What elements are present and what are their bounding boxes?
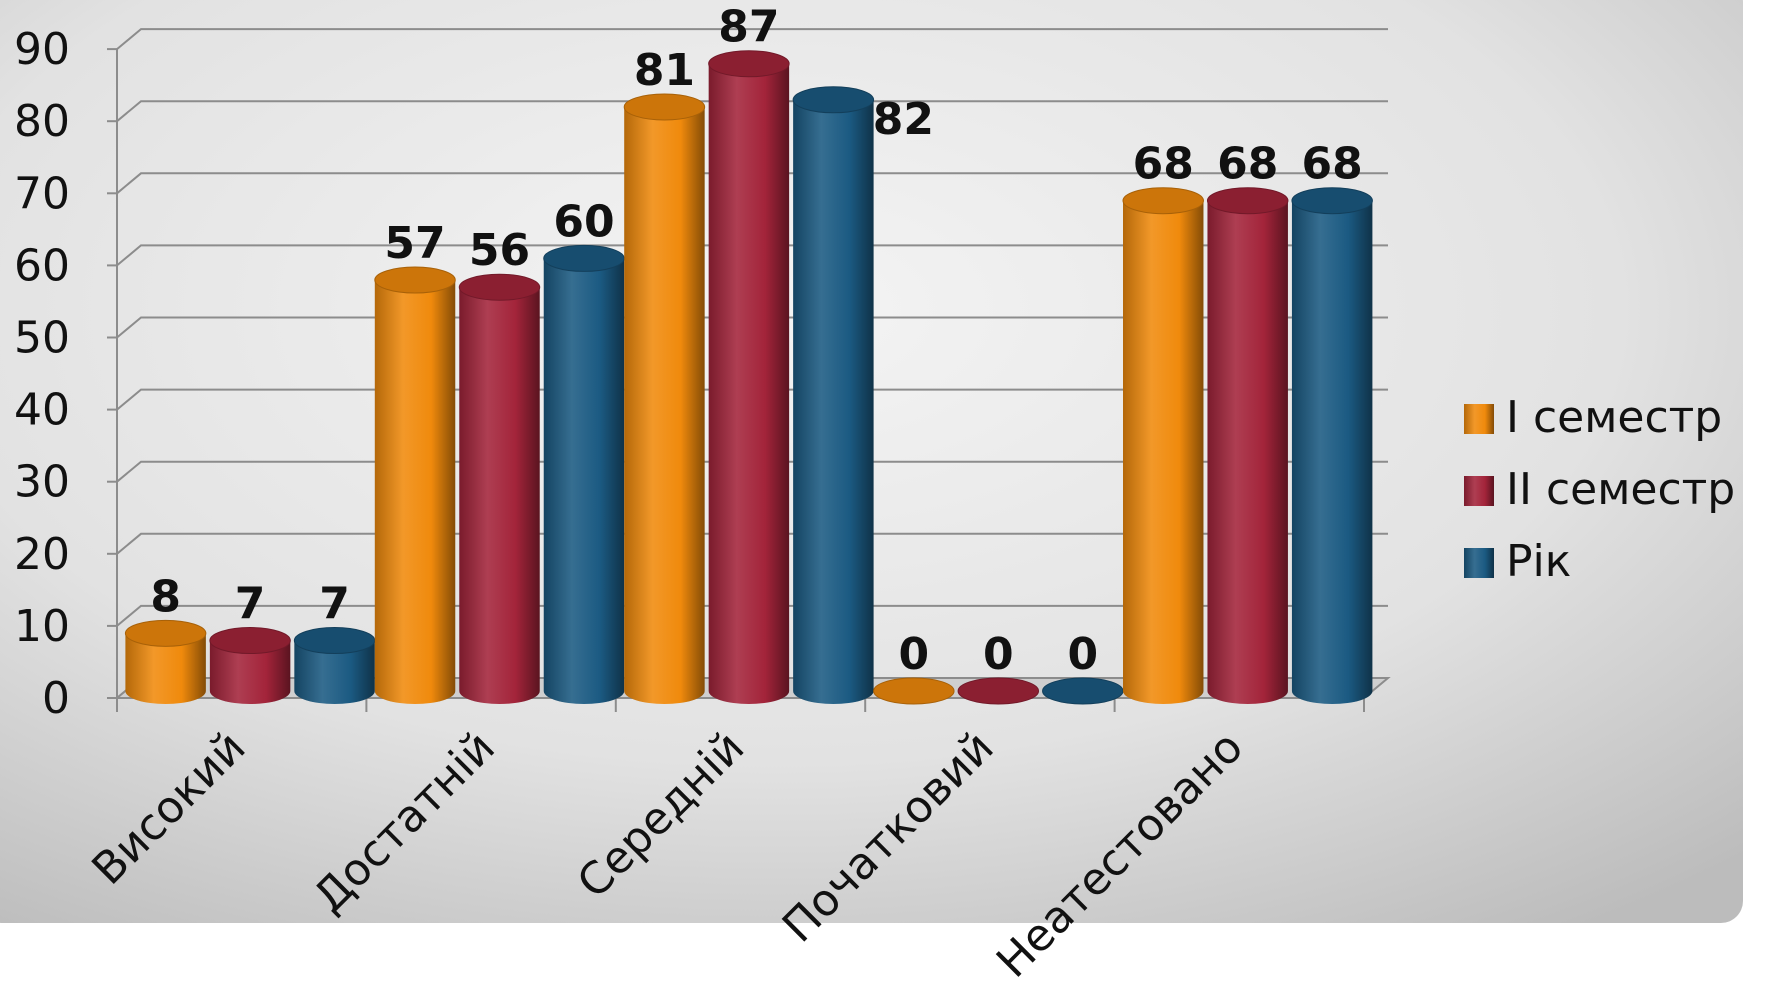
gridline (116, 316, 1388, 339)
data-label: 82 (873, 94, 934, 145)
gridline (116, 172, 1388, 195)
bar (1042, 677, 1124, 705)
legend-label: Рік (1506, 536, 1571, 587)
bar (1206, 187, 1289, 704)
y-tick-label: 10 (14, 601, 70, 652)
legend-swatch (1464, 404, 1494, 434)
bar (209, 627, 291, 704)
y-tick-label: 50 (14, 313, 70, 364)
gridline (116, 28, 1388, 50)
bar (458, 273, 541, 704)
bar (623, 93, 706, 705)
data-label: 87 (718, 2, 779, 53)
y-tick-label: 30 (14, 457, 70, 508)
y-tick-label: 80 (14, 96, 70, 147)
bar (124, 619, 207, 704)
data-label: 68 (1217, 139, 1278, 190)
bar (792, 86, 875, 704)
bar (708, 50, 790, 705)
data-label: 8 (150, 571, 181, 622)
data-label: 0 (899, 629, 930, 680)
legend-swatch (1464, 476, 1494, 506)
legend-swatch (1464, 548, 1494, 578)
bar (873, 677, 955, 705)
y-tick-label: 90 (14, 24, 70, 75)
y-tick-label: 0 (42, 673, 70, 724)
gridline (116, 460, 1388, 483)
y-tick-label: 70 (14, 168, 70, 219)
data-label: 0 (983, 629, 1014, 680)
data-label: 81 (634, 45, 695, 96)
bar (1122, 187, 1204, 704)
gridline (116, 244, 1388, 267)
gridline (116, 388, 1388, 411)
gridline (116, 532, 1388, 555)
y-tick-label: 60 (14, 240, 70, 291)
y-tick-label: 40 (14, 385, 70, 436)
bar (543, 244, 625, 704)
data-label: 60 (553, 196, 614, 247)
legend: I семестр II семестр Рік (1464, 392, 1735, 587)
data-label: 57 (384, 218, 445, 269)
legend-label: I семестр (1506, 392, 1722, 443)
bar (957, 677, 1040, 705)
bar (1291, 187, 1373, 704)
bars (124, 50, 1373, 705)
y-tick-label: 20 (14, 529, 70, 580)
data-label: 68 (1302, 139, 1363, 190)
gridline (116, 604, 1388, 627)
data-label: 7 (235, 579, 266, 630)
data-label: 7 (319, 579, 350, 630)
legend-label: II семестр (1506, 464, 1735, 515)
bar (374, 266, 456, 704)
data-label: 0 (1067, 629, 1098, 680)
data-label: 68 (1133, 139, 1194, 190)
gridline (116, 100, 1388, 122)
data-label: 56 (469, 225, 530, 276)
bar (293, 627, 376, 704)
